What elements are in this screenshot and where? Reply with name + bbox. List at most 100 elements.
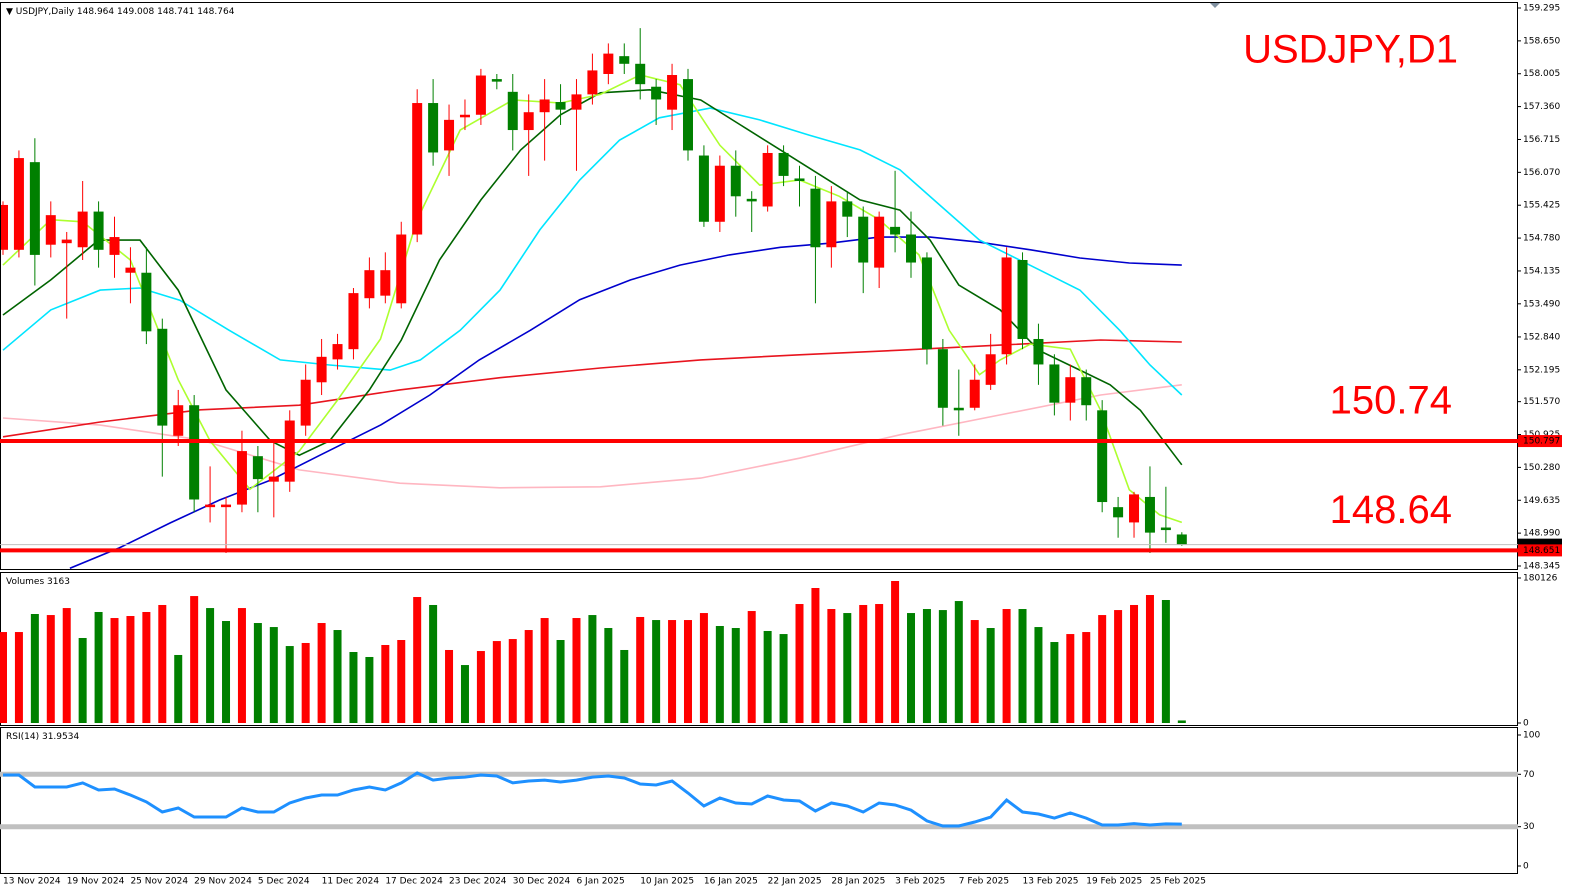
candle-body	[189, 405, 200, 500]
candle-body	[698, 155, 709, 222]
candle-body	[444, 119, 455, 151]
header-item: 148.764	[197, 7, 234, 17]
y-tick-label: 0	[1523, 862, 1529, 872]
volume-bar	[285, 646, 294, 723]
candle-body	[316, 356, 327, 383]
x-tick-label: 7 Feb 2025	[959, 877, 1009, 887]
volume-bar	[269, 627, 278, 723]
y-tick-label: 150.280	[1523, 463, 1560, 473]
volume-bar	[699, 613, 708, 723]
shift-marker	[1210, 3, 1220, 8]
x-tick-label: 6 Jan 2025	[576, 877, 624, 887]
candle-body	[603, 53, 614, 74]
volume-bar	[222, 621, 231, 723]
moving-average	[2, 88, 1183, 466]
volume-bar	[349, 651, 358, 723]
volume-bar	[795, 604, 804, 723]
label-part: RSI(14)	[6, 732, 39, 742]
candle-body	[969, 379, 980, 408]
volume-bar	[301, 642, 310, 723]
volume-bar	[46, 615, 55, 723]
candle-body	[1176, 534, 1187, 545]
y-tick-label: 70	[1523, 770, 1535, 780]
x-tick-label: 5 Dec 2024	[258, 877, 310, 887]
volume-bar	[237, 608, 246, 723]
volume-bar	[763, 630, 772, 723]
volume-bar	[174, 654, 183, 723]
x-tick-label: 25 Nov 2024	[130, 877, 188, 887]
candle-body	[491, 79, 502, 82]
candle-body	[1129, 494, 1140, 523]
candle-body	[842, 201, 853, 217]
y-tick-label: 159.295	[1523, 4, 1560, 14]
volume-bar	[78, 637, 87, 723]
candle-body	[125, 267, 136, 273]
x-tick-label: 30 Dec 2024	[513, 877, 571, 887]
candle-body	[396, 234, 407, 304]
y-tick-label: 151.570	[1523, 397, 1560, 407]
candle-body	[587, 70, 598, 95]
volume-bar	[731, 628, 740, 723]
header-item: 148.741	[157, 7, 194, 17]
volume-bar	[1098, 615, 1107, 723]
rsi-title: RSI(14) 31.9534	[6, 732, 79, 742]
label-part: 31.9534	[42, 732, 79, 742]
candle-body	[252, 456, 263, 480]
candle-body	[1160, 527, 1171, 531]
volume-bar	[524, 630, 533, 723]
candle-body	[93, 211, 104, 250]
header-item: USDJPY,Daily	[16, 7, 75, 17]
candle-body	[1033, 338, 1044, 365]
volume-bar	[1161, 599, 1170, 723]
x-tick-label: 13 Nov 2024	[3, 877, 61, 887]
x-tick-label: 22 Jan 2025	[768, 877, 822, 887]
y-tick-label: 30	[1523, 822, 1535, 832]
price-box	[1518, 544, 1562, 557]
volume-bar	[1082, 632, 1091, 723]
y-tick-label: 156.070	[1523, 168, 1560, 178]
header: ▼ USDJPY,Daily 148.964 149.008 148.741 1…	[6, 7, 235, 17]
candle-body	[953, 407, 964, 411]
header-item: 148.964	[77, 7, 114, 17]
candle-body	[794, 178, 805, 182]
candle-body	[619, 56, 630, 64]
price-note: 150.74	[1330, 379, 1452, 423]
rsi-line	[3, 771, 1182, 828]
candle-body	[284, 420, 295, 482]
x-tick-label: 3 Feb 2025	[895, 877, 945, 887]
candle-body	[348, 293, 359, 350]
candle-body	[459, 114, 470, 118]
x-tick-label: 25 Feb 2025	[1150, 877, 1206, 887]
candle-body	[651, 86, 662, 100]
y-tick-label: 152.840	[1523, 332, 1560, 342]
volume-bar	[588, 615, 597, 723]
volume-bar	[715, 625, 724, 723]
volume-bar	[413, 597, 422, 723]
y-tick-label: 148.345	[1523, 562, 1560, 572]
price-box	[1518, 435, 1562, 448]
price-note: 148.64	[1330, 488, 1452, 532]
y-tick-label: 157.360	[1523, 102, 1560, 112]
candle-body	[412, 103, 423, 235]
volume-bar	[1034, 627, 1043, 723]
volume-bar	[747, 611, 756, 723]
volume-bar	[381, 644, 390, 723]
volume-bar	[1018, 609, 1027, 723]
price-box-label: 150.797	[1523, 437, 1560, 447]
candle-body	[205, 504, 216, 508]
candle-body	[635, 63, 646, 85]
candle-body	[1, 204, 8, 250]
volume-bar	[970, 620, 979, 723]
candle-body	[1065, 377, 1076, 403]
y-tick-label: 100	[1523, 731, 1540, 741]
candle-body	[428, 103, 439, 153]
rsi-panel	[0, 727, 1518, 874]
volume-bar	[365, 656, 374, 723]
volume-bar	[779, 634, 788, 723]
volume-bar	[1066, 634, 1075, 723]
y-tick-label: 155.425	[1523, 201, 1560, 211]
candle-body	[45, 215, 56, 245]
y-tick-label: 180126	[1523, 574, 1558, 584]
